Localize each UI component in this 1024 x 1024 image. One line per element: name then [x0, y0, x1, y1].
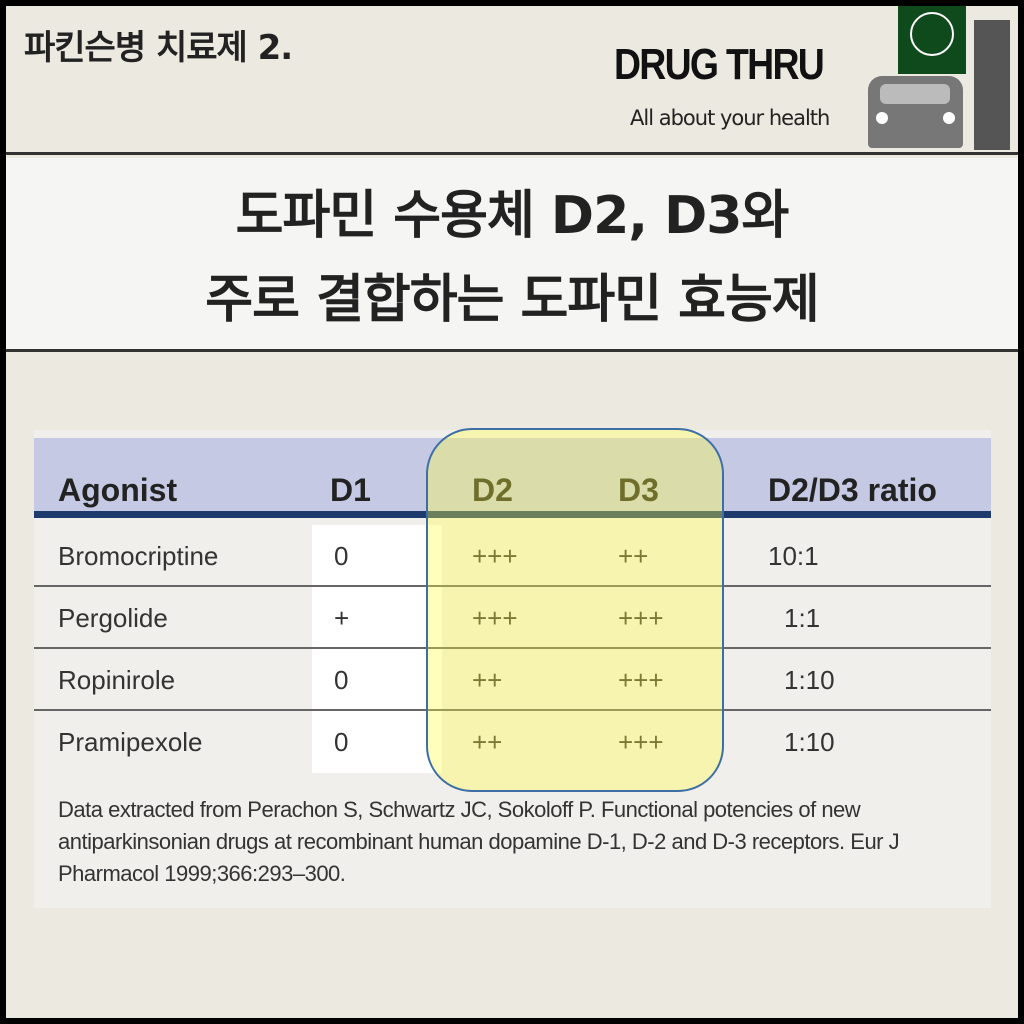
d2-d3-highlight	[426, 428, 724, 792]
header: 파킨슨병 치료제 2. DRUG THRU All about your hea…	[6, 6, 1018, 155]
d3-cell: +++	[618, 665, 664, 695]
d3-cell: +++	[618, 603, 664, 633]
agonist-cell: Pramipexole	[58, 727, 203, 757]
table-row: Ropinirole 0 ++ +++ 1:10	[34, 649, 991, 711]
table-row: Bromocriptine 0 +++ ++ 10:1	[34, 525, 991, 587]
agonist-cell: Pergolide	[58, 603, 168, 633]
brand-logo	[898, 6, 966, 74]
agonist-cell: Bromocriptine	[58, 541, 219, 571]
d1-cell: +	[334, 603, 350, 633]
d2-cell: +++	[472, 603, 518, 633]
d2-cell: +++	[472, 541, 518, 571]
title-line-1: 도파민 수용체 D2, D3와	[235, 186, 790, 246]
d1-cell: 0	[334, 665, 349, 695]
d2-cell: ++	[472, 665, 503, 695]
agonist-cell: Ropinirole	[58, 665, 176, 695]
header-d2: D2	[472, 472, 513, 508]
drive-thru-pole-icon	[974, 20, 1010, 150]
header-d1: D1	[330, 472, 371, 508]
ratio-cell: 1:1	[784, 603, 821, 633]
series-title: 파킨슨병 치료제 2.	[24, 28, 293, 68]
car-icon	[868, 76, 963, 148]
brand-name: DRUG THRU	[614, 40, 825, 89]
table-row: Pramipexole 0 ++ +++ 1:10	[34, 711, 991, 773]
citation: Data extracted from Perachon S, Schwartz…	[58, 797, 900, 886]
ratio-cell: 1:10	[784, 665, 835, 695]
header-agonist: Agonist	[58, 472, 178, 508]
title-band: 도파민 수용체 D2, D3와 주로 결합하는 도파민 효능제	[6, 158, 1018, 352]
d3-cell: +++	[618, 727, 664, 757]
title-line-2: 주로 결합하는 도파민 효능제	[205, 270, 819, 330]
ratio-cell: 1:10	[784, 727, 835, 757]
table-row: Pergolide + +++ +++ 1:1	[34, 587, 991, 649]
ratio-cell: 10:1	[768, 541, 819, 571]
d2-cell: ++	[472, 727, 503, 757]
d1-cell: 0	[334, 541, 349, 571]
agonist-table: Agonist D1 D2 D3 D2/D3 ratio Bromocripti…	[34, 430, 991, 908]
page: 파킨슨병 치료제 2. DRUG THRU All about your hea…	[6, 6, 1018, 1018]
slogan: All about your health	[630, 106, 830, 130]
table-header: Agonist D1 D2 D3 D2/D3 ratio	[34, 438, 991, 518]
header-ratio: D2/D3 ratio	[768, 472, 937, 508]
d1-cell: 0	[334, 727, 349, 757]
d3-cell: ++	[618, 541, 649, 571]
header-d3: D3	[618, 472, 659, 508]
